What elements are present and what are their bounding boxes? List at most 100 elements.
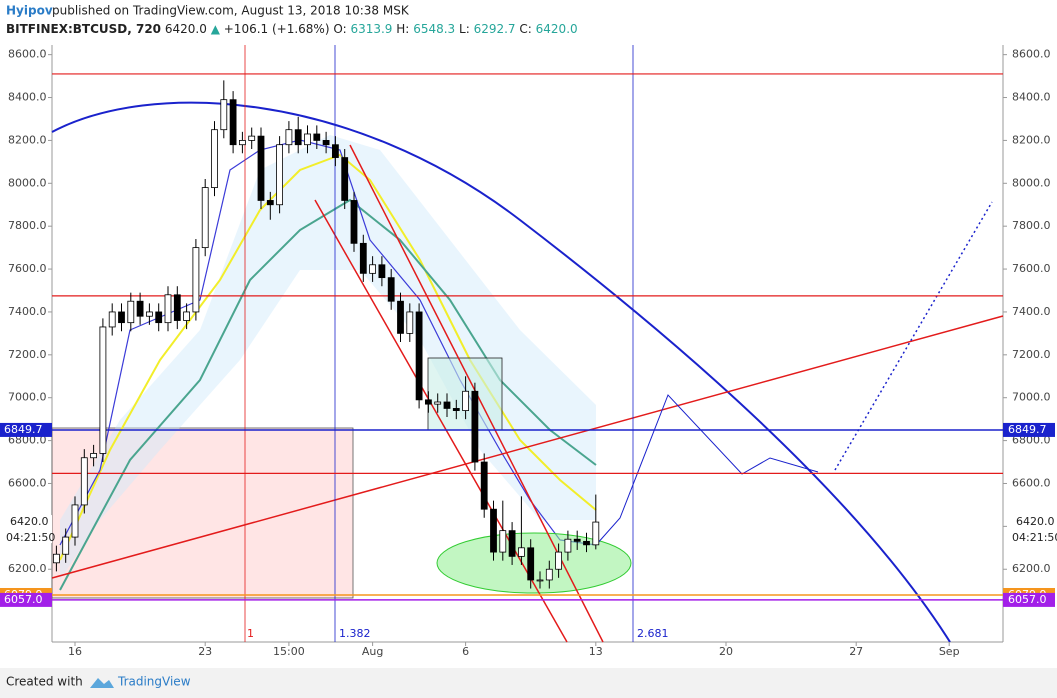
candle-body [53, 553, 60, 564]
candle-body [285, 129, 293, 146]
price-tag-label: 6849.7 [4, 423, 43, 436]
x-tick-label: 13 [589, 645, 603, 658]
candle-body [127, 300, 135, 324]
x-tick-label: Sep [939, 645, 960, 658]
candle-body [462, 390, 470, 411]
candle-body [406, 311, 414, 334]
x-tick-label: Aug [362, 645, 383, 658]
y-tick-label: 7400.0 [1012, 305, 1051, 318]
x-tick-label: 6 [462, 645, 469, 658]
symbol-line: BITFINEX:BTCUSD, 720 6420.0 ▲ +106.1 (+1… [6, 22, 578, 36]
symbol: BITFINEX:BTCUSD, 720 [6, 22, 161, 36]
ohlc-key: H: [396, 22, 409, 36]
ma-yellow [59, 153, 597, 561]
candle-body [257, 135, 265, 201]
candle-body [118, 311, 125, 324]
candle-body [220, 99, 228, 131]
price-tag [1003, 422, 1055, 437]
candle-body [71, 504, 79, 538]
arrow: ▲ [211, 22, 221, 36]
y-tick-label: 7000.0 [1012, 391, 1051, 404]
projection [595, 394, 819, 546]
ohlc-val: 6420.0 [536, 22, 578, 36]
ma-blue [59, 139, 597, 546]
x-tick-label: 16 [68, 645, 82, 658]
y-tick-label: 8200.0 [8, 133, 47, 146]
y-tick-label: 7800.0 [8, 219, 47, 232]
ohlc-val: 6548.3 [413, 22, 455, 36]
last-price-bg [2, 515, 52, 544]
candle-body [471, 390, 479, 463]
candle-body [313, 133, 321, 141]
candle-body [145, 311, 153, 317]
y-tick-label: 6600.0 [8, 476, 47, 489]
candle-body [183, 311, 191, 321]
candle-body [276, 144, 284, 206]
x-tick-label: 23 [198, 645, 212, 658]
x-tick-label: 15:00 [273, 645, 305, 658]
candle-body [480, 461, 488, 510]
author: Hyipov [6, 4, 53, 18]
ohlc-key: C: [519, 22, 531, 36]
candle-body [452, 408, 460, 411]
candle-body [322, 140, 330, 146]
candle-body [304, 133, 311, 146]
y-tick-label: 8000.0 [1012, 176, 1051, 189]
candle-body [545, 568, 553, 581]
candle-body [378, 264, 386, 279]
marks: 6200.06200.06400.06400.06600.06600.06800… [0, 48, 1057, 658]
candle-body [266, 200, 274, 206]
price-tag [0, 592, 52, 607]
price-tag [1003, 592, 1055, 607]
candle-body [238, 140, 246, 146]
last-price-bg [1008, 515, 1057, 544]
last-price: 6420.0 [10, 515, 49, 528]
candle-body [155, 311, 163, 324]
y-tick-label: 7400.0 [8, 305, 47, 318]
y-tick-label: 7600.0 [1012, 262, 1051, 275]
candle-body [369, 264, 377, 274]
price-tag-label: 6057.0 [1008, 593, 1047, 606]
fib-label: 1.382 [339, 627, 371, 640]
symbol-line-text: BITFINEX:BTCUSD, 720 6420.0 ▲ +106.1 (+1… [6, 22, 578, 36]
y-tick-label: 7200.0 [1012, 348, 1051, 361]
candle-body [136, 300, 144, 317]
ohlc-val: 6292.7 [474, 22, 516, 36]
y-tick-label: 6600.0 [1012, 476, 1051, 489]
candle-body [443, 401, 451, 409]
candle-body [592, 521, 600, 546]
candle-body [527, 547, 535, 581]
candle-body [350, 200, 358, 244]
candle-body [192, 247, 200, 313]
y-tick-label: 7800.0 [1012, 219, 1051, 232]
y-tick-label: 7000.0 [8, 391, 47, 404]
candle-body [508, 530, 516, 557]
last-price: 6420.0 [1016, 515, 1055, 528]
y-tick-label: 8400.0 [8, 91, 47, 104]
logo [90, 678, 114, 688]
candle-body [499, 530, 507, 553]
candle-body [573, 538, 581, 542]
y-tick-label: 6200.0 [8, 562, 47, 575]
candle-body [434, 401, 442, 405]
dotted-arrow [834, 201, 993, 471]
candle-body [341, 157, 349, 201]
fib-label: 1 [247, 627, 254, 640]
y-tick-label: 8600.0 [1012, 48, 1051, 61]
footer-brand: TradingView [117, 675, 191, 689]
price-tag-label: 6057.0 [4, 593, 43, 606]
price: 6420.0 [165, 22, 207, 36]
fib-label: 2.681 [637, 627, 669, 640]
candle-body [62, 536, 70, 555]
change: +106.1 (+1.68%) [224, 22, 330, 36]
ohlc-key: O: [333, 22, 346, 36]
channel-line [314, 199, 568, 643]
candle-body [583, 540, 590, 546]
candle-body [248, 135, 256, 141]
candle-body [80, 457, 88, 506]
candle-body [108, 311, 116, 328]
price-tag [0, 422, 52, 437]
candle-body [555, 551, 562, 570]
candle-body [415, 311, 423, 401]
